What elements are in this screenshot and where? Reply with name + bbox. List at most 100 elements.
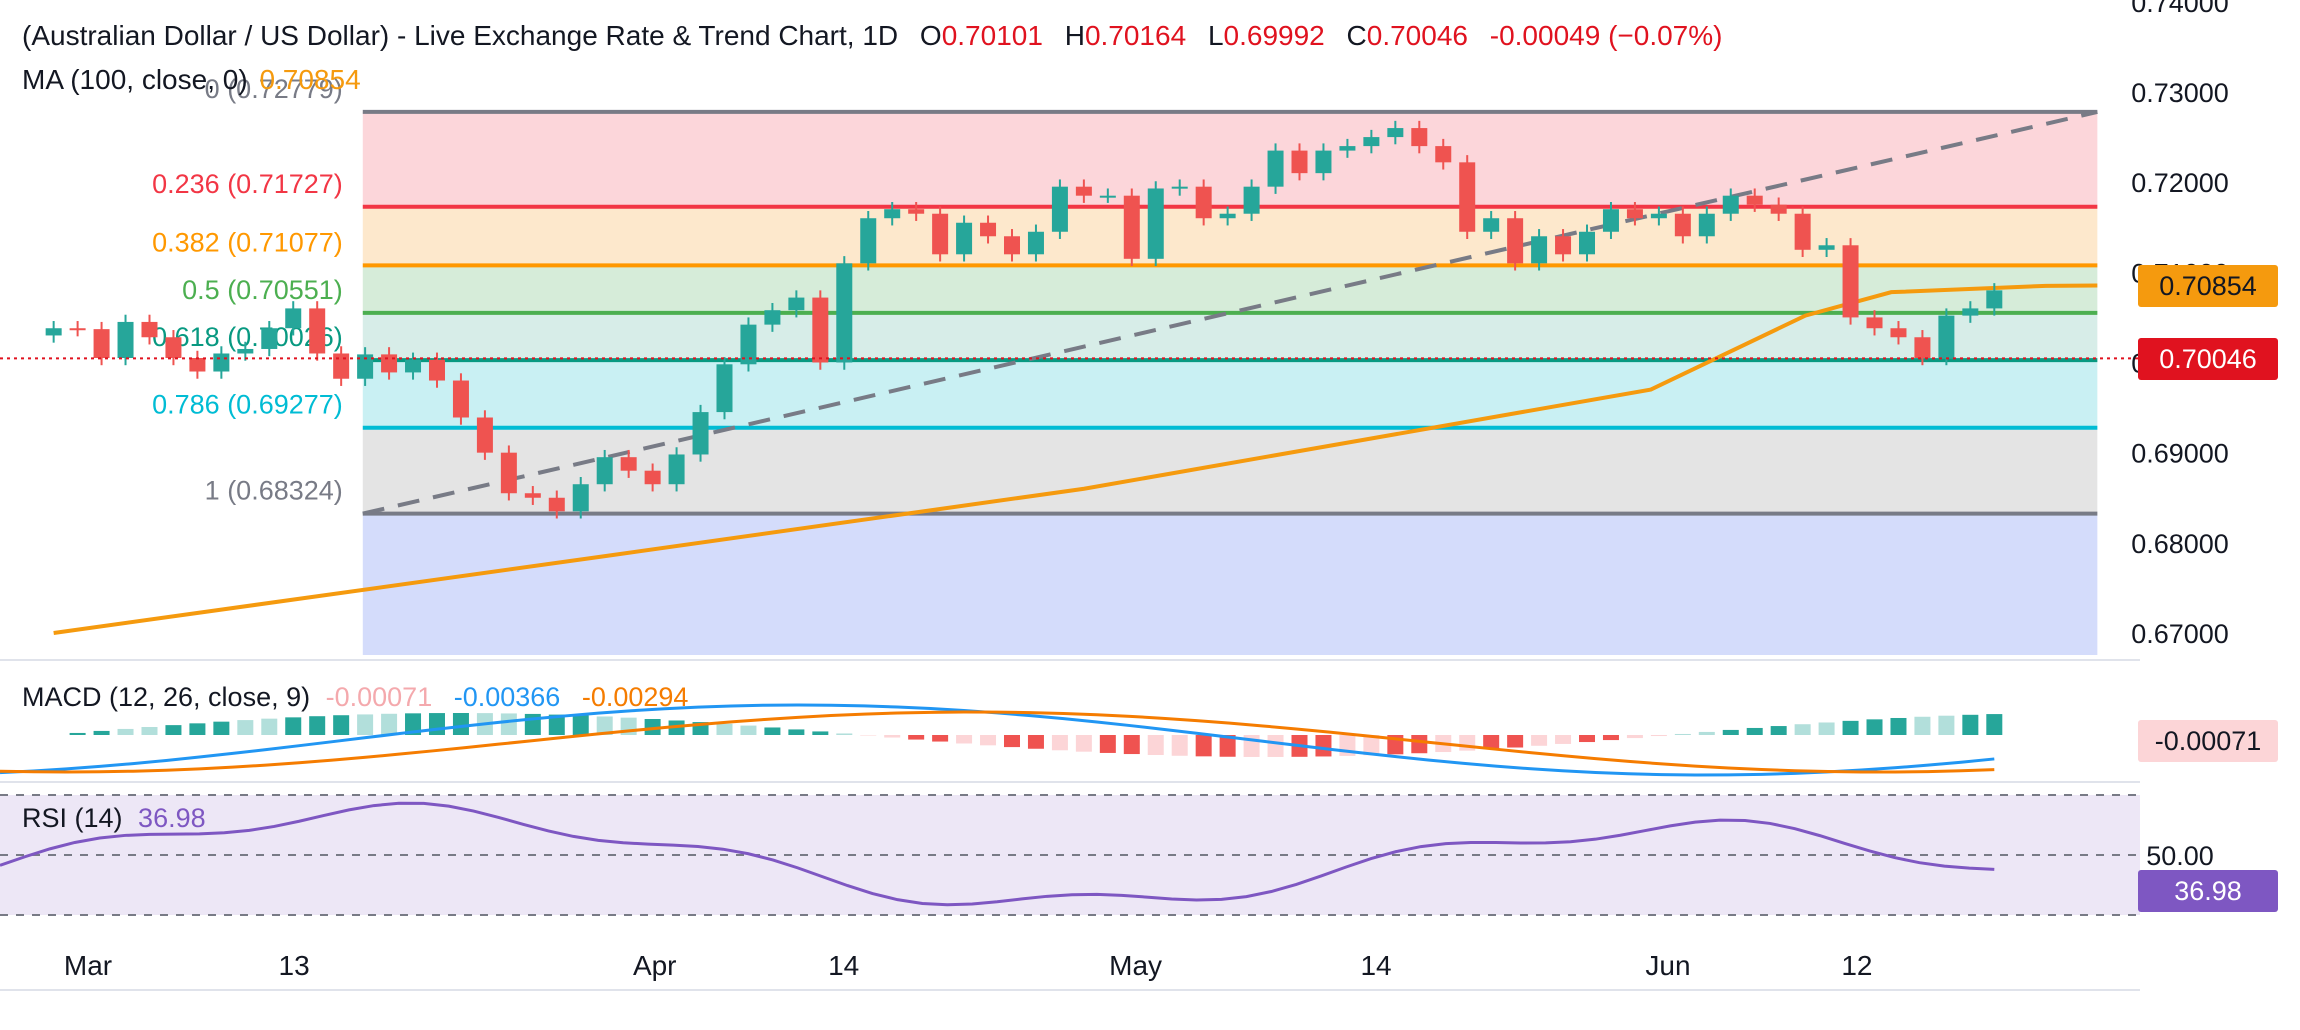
candle-body: [93, 329, 110, 358]
macd-histogram-bar: [1650, 735, 1667, 737]
fib-zone-below: [362, 513, 2098, 655]
macd-histogram-bar: [572, 715, 589, 735]
macd-histogram-bar: [213, 721, 230, 735]
fib-level-label: 1 (0.68324): [205, 476, 343, 506]
candle-body: [1219, 213, 1236, 219]
rsi-price-tag: 36.98: [2138, 870, 2278, 912]
macd-histogram-bar: [1842, 720, 1859, 735]
candle-body: [716, 364, 733, 413]
macd-legend[interactable]: MACD (12, 26, close, 9) -0.00071 -0.0036…: [22, 682, 688, 713]
candle-body: [1770, 204, 1787, 214]
macd-line: [0, 703, 1995, 777]
trend-line: [362, 109, 2098, 516]
macd-histogram-bar: [1099, 735, 1116, 753]
candle-body: [141, 321, 158, 338]
macd-histogram-bar: [740, 725, 757, 735]
macd-value: -0.00366: [453, 682, 561, 712]
macd-histogram-bar: [69, 732, 86, 735]
macd-histogram-bar: [1674, 733, 1691, 735]
fib-zone: [362, 360, 2098, 428]
macd-histogram-bar: [452, 713, 469, 735]
candle-body: [932, 213, 949, 255]
candle-body: [1555, 236, 1572, 255]
candle-body: [1243, 186, 1260, 214]
candle-body: [1579, 231, 1596, 255]
macd-histogram-bar: [1890, 717, 1907, 735]
candle-body: [1962, 308, 1979, 316]
candle-body: [476, 417, 493, 453]
candle-body: [764, 310, 781, 325]
candle-body: [1027, 231, 1044, 255]
macd-histogram-bar: [836, 733, 853, 735]
macd-histogram-bar: [381, 713, 398, 735]
candle-body: [692, 412, 709, 455]
macd-histogram-bar: [980, 735, 997, 746]
fib-zone: [362, 111, 2098, 207]
ma-legend[interactable]: MA (100, close, 0) 0.70854: [22, 64, 361, 96]
macd-histogram-bar: [884, 735, 901, 738]
candle-body: [117, 321, 134, 358]
macd-histogram-bar: [1051, 735, 1068, 751]
ma-legend-value: 0.70854: [259, 64, 361, 95]
macd-histogram-bar: [1698, 731, 1715, 735]
time-axis-tick: 12: [1841, 950, 1872, 981]
close-label: C: [1346, 20, 1367, 51]
candle-body: [1986, 290, 2003, 309]
candle-body: [1147, 188, 1164, 259]
macd-histogram-bar: [788, 729, 805, 735]
fib-level-label: 0.786 (0.69277): [152, 390, 343, 420]
candle-body: [740, 324, 757, 365]
last-price-tag: 0.70046: [2138, 338, 2278, 380]
macd-histogram-bar: [1027, 735, 1044, 749]
macd-hist-tag: -0.00071: [2138, 720, 2278, 762]
macd-histogram-bar: [1363, 735, 1380, 756]
candle-body: [980, 222, 997, 237]
fib-level-label: 0 (0.72779): [205, 74, 343, 104]
macd-histogram-bar: [1195, 735, 1212, 757]
macd-histogram-bar: [908, 735, 925, 740]
macd-histogram-bar: [428, 713, 445, 735]
macd-histogram-bar: [1507, 735, 1524, 748]
rsi-legend-label: RSI (14): [22, 803, 123, 833]
price-axis-tick: 0.69000: [2131, 439, 2229, 469]
macd-histogram-bar: [309, 716, 326, 735]
fib-level-label: 0.236 (0.71727): [152, 169, 343, 199]
macd-histogram-bar: [500, 713, 517, 735]
fib-zone: [362, 312, 2098, 361]
macd-histogram-bar: [1483, 735, 1500, 750]
ma100-line: [53, 283, 2098, 635]
macd-histogram-bar: [1267, 735, 1284, 757]
candle-body: [812, 297, 829, 363]
time-axis-tick: 14: [828, 950, 859, 981]
macd-histogram-bar: [1770, 726, 1787, 735]
rsi-line: [0, 801, 1995, 907]
open-value: 0.70101: [941, 20, 1043, 51]
macd-histogram-bar: [1315, 735, 1332, 757]
macd-histogram-bar: [1794, 724, 1811, 735]
macd-histogram-bar: [333, 715, 350, 735]
candle-body: [1531, 236, 1548, 264]
candle-body: [1483, 218, 1500, 232]
macd-histogram-bar: [1938, 715, 1955, 735]
fib-zone: [362, 265, 2098, 313]
ma-legend-label: MA (100, close, 0): [22, 64, 248, 95]
rsi-axis-tick: 50.00: [2146, 841, 2214, 871]
candle-body: [1051, 186, 1068, 232]
price-axis-tick: 0.67000: [2131, 619, 2229, 649]
macd-histogram-bar: [548, 714, 565, 735]
candle-body: [1075, 186, 1092, 196]
price-axis-tick: 0.68000: [2131, 529, 2229, 559]
macd-histogram-bar: [1555, 735, 1572, 744]
macd-histogram-bar: [1986, 714, 2003, 735]
macd-histogram-bar: [141, 726, 158, 735]
rsi-legend[interactable]: RSI (14) 36.98: [22, 803, 206, 834]
candle-body: [1459, 162, 1476, 232]
candle-body: [189, 357, 206, 372]
candle-body: [1291, 150, 1308, 174]
candle-body: [1914, 337, 1931, 358]
price-axis-tick: 0.72000: [2131, 168, 2229, 198]
macd-signal-value: -0.00294: [581, 682, 689, 712]
candle-body: [788, 297, 805, 311]
candle-body: [572, 484, 589, 512]
